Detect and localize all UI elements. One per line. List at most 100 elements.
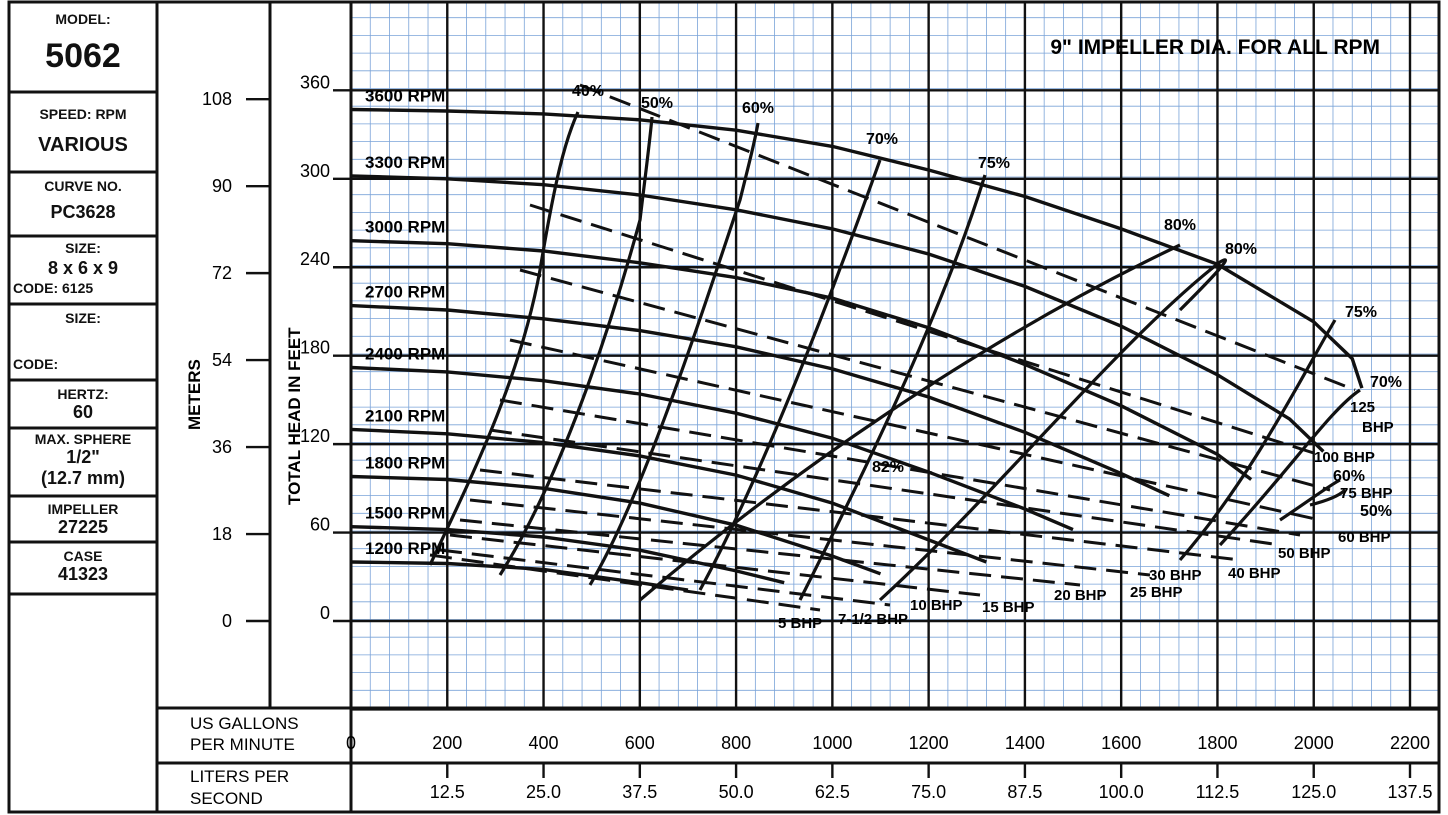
x-tick-label: 800 <box>721 733 751 753</box>
speed-value: VARIOUS <box>38 134 128 156</box>
y-tick-label: 360 <box>300 72 330 92</box>
bhp-label: 75 BHP <box>1340 485 1393 502</box>
efficiency-curve <box>1218 388 1361 547</box>
model-label: MODEL: <box>55 11 111 27</box>
size-box: SIZE: 8 x 6 x 9 CODE: 6125 <box>9 238 157 302</box>
y-axis-label-meters: METERS <box>185 359 204 430</box>
bhp-line <box>489 428 1281 547</box>
bhp-line <box>529 203 1321 457</box>
series-label: 1800 RPM <box>365 454 445 473</box>
code2-label: CODE: <box>13 356 59 372</box>
performance-curves <box>350 83 1364 612</box>
series-label: 2100 RPM <box>365 406 445 425</box>
size-label: SIZE: <box>65 240 101 256</box>
bhp-label: 50 BHP <box>1278 545 1331 562</box>
bhp-label: 100 BHP <box>1314 449 1375 466</box>
y-tick-label: 300 <box>300 161 330 181</box>
x-tick-label: 1400 <box>1005 733 1045 753</box>
y-tick-label: 180 <box>300 338 330 358</box>
curve-1800-rpm <box>350 474 882 576</box>
efficiency-curve <box>1279 478 1341 522</box>
size2-label: SIZE: <box>65 310 101 326</box>
efficiency-label: 60% <box>742 100 774 117</box>
sphere-label: MAX. SPHERE <box>34 431 132 447</box>
lps-tick-label: 100.0 <box>1099 782 1144 802</box>
bhp-line <box>579 83 1356 392</box>
x-tick-label: 600 <box>625 733 655 753</box>
lps-tick-label: 62.5 <box>815 782 850 802</box>
size2-box: SIZE: CODE: <box>9 306 157 376</box>
series-label: 1200 RPM <box>365 539 445 558</box>
m-tick-label: 18 <box>212 524 232 544</box>
lps-tick-label: 50.0 <box>719 782 754 802</box>
x-axis-label-lps-line2: SECOND <box>190 789 263 808</box>
speed-label: SPEED: RPM <box>39 106 127 122</box>
x-tick-label: 0 <box>346 733 356 753</box>
bhp-label: 25 BHP <box>1130 584 1183 601</box>
efficiency-curve <box>798 174 987 601</box>
lps-tick-label: 12.5 <box>430 782 465 802</box>
code-label: CODE: 6125 <box>13 280 94 296</box>
x-tick-label: 1800 <box>1197 733 1237 753</box>
efficiency-label: 60% <box>1333 468 1365 485</box>
efficiency-label: 80% <box>1225 241 1257 258</box>
m-tick-label: 54 <box>212 350 232 370</box>
curve-value: PC3628 <box>50 202 116 222</box>
bhp-label: 60 BHP <box>1338 529 1391 546</box>
bhp-label: 15 BHP <box>982 599 1035 616</box>
x-tick-label: 1000 <box>812 733 852 753</box>
model-value: 5062 <box>45 37 121 75</box>
efficiency-curve <box>498 116 654 576</box>
size-value: 8 x 6 x 9 <box>47 258 119 278</box>
curve-2400-rpm <box>350 365 1074 532</box>
curve-1500-rpm <box>350 525 785 585</box>
efficiency-label: 80% <box>1164 217 1196 234</box>
efficiency-curve <box>588 122 760 586</box>
efficiency-label: 40% <box>572 83 604 100</box>
case-value: 41323 <box>57 564 109 584</box>
x-tick-label: 200 <box>432 733 462 753</box>
series-label: 2400 RPM <box>365 344 445 363</box>
curve-box: CURVE NO. PC3628 <box>9 176 157 234</box>
bhp-label: 125 <box>1350 399 1375 416</box>
chart-labels: 3600 RPM 3300 RPM 3000 RPM 2700 RPM 2400 RPM… <box>365 83 1402 632</box>
lps-tick-label: 125.0 <box>1291 782 1336 802</box>
lps-tick-label: 87.5 <box>1007 782 1042 802</box>
case-box: CASE 41323 <box>9 545 157 591</box>
y-axis-label-feet: TOTAL HEAD IN FEET <box>285 327 304 505</box>
efficiency-label: 75% <box>978 155 1010 172</box>
series-label: 2700 RPM <box>365 283 445 302</box>
bhp-label: 30 BHP <box>1149 567 1202 584</box>
sphere-value: 1/2" <box>66 447 100 467</box>
efficiency-label: 70% <box>866 131 898 148</box>
m-tick-label: 72 <box>212 263 232 283</box>
outer-border <box>7 0 1441 814</box>
curve-label: CURVE NO. <box>44 178 122 194</box>
x-tick-label: 400 <box>529 733 559 753</box>
curve-2100-rpm <box>350 427 988 564</box>
lps-tick-label: 25.0 <box>526 782 561 802</box>
bhp-line <box>429 553 821 612</box>
impeller-value: 27225 <box>57 517 109 537</box>
bhp-label: 40 BHP <box>1228 565 1281 582</box>
efficiency-curve <box>1178 319 1337 562</box>
m-tick-label: 90 <box>212 176 232 196</box>
efficiency-curve <box>1309 488 1347 507</box>
y-tick-label: 0 <box>320 603 330 623</box>
series-label: 3300 RPM <box>365 153 445 172</box>
sphere-box: MAX. SPHERE 1/2" (12.7 mm) <box>9 430 157 494</box>
lps-tick-label: 112.5 <box>1196 782 1240 802</box>
x-axis-label-gpm-line2: PER MINUTE <box>190 735 295 754</box>
bhp-label: 5 BHP <box>778 615 822 632</box>
axis-ticks: 0 60 120 180 240 300 360 0 18 36 54 72 90 108 0 200 400 6… <box>202 72 1433 802</box>
x-tick-label: 2000 <box>1294 733 1334 753</box>
impeller-box: IMPELLER 27225 <box>9 498 157 540</box>
bhp-line <box>459 518 1081 587</box>
m-tick-label: 36 <box>212 437 232 457</box>
bhp-label: 7-1/2 BHP <box>838 611 908 628</box>
series-label: 1500 RPM <box>365 504 445 523</box>
y-tick-label: 240 <box>300 249 330 269</box>
bhp-line <box>449 533 981 597</box>
x-axis-label-lps-line1: LITERS PER <box>190 767 289 786</box>
